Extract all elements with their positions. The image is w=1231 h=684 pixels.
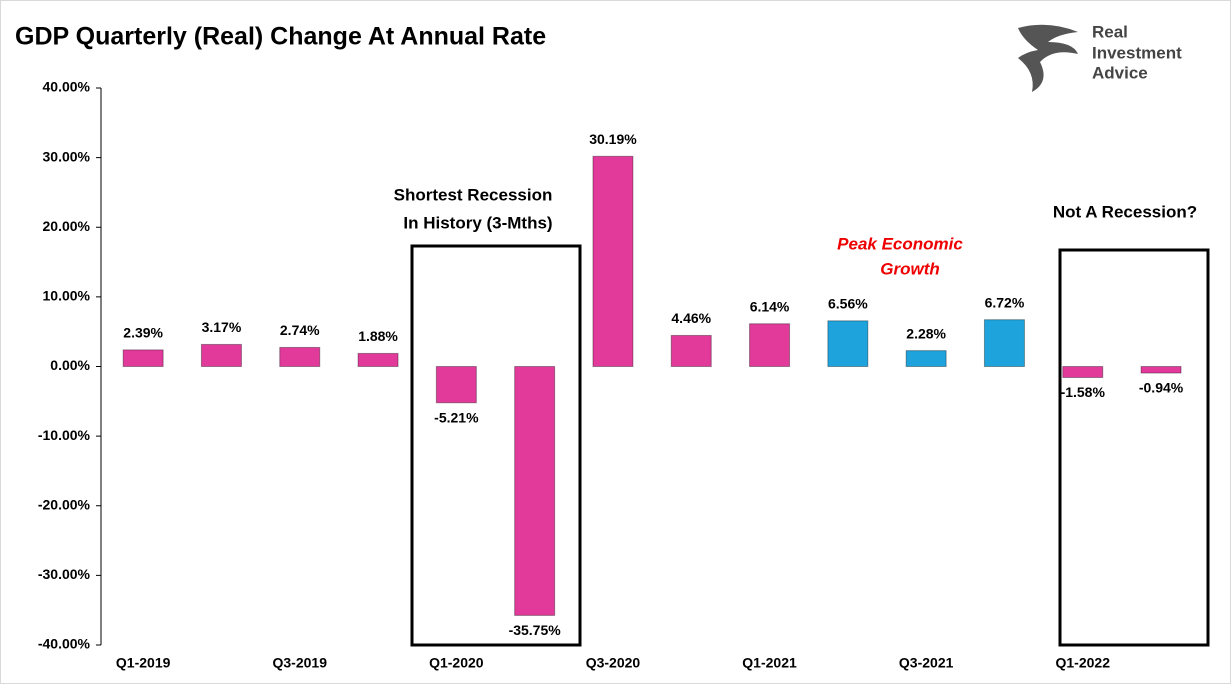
chart-title: GDP Quarterly (Real) Change At Annual Ra… <box>15 23 546 51</box>
bar <box>983 319 1025 368</box>
y-tick-label: -30.00% <box>38 566 91 582</box>
bar <box>1062 366 1104 379</box>
bar <box>827 320 869 367</box>
value-label: 2.74% <box>280 322 320 338</box>
value-label: 2.28% <box>906 325 946 341</box>
logo: Real Investment Advice <box>1018 22 1182 92</box>
value-label: 30.19% <box>589 131 637 147</box>
x-tick-label: Q3-2020 <box>586 655 641 671</box>
logo-icon <box>1018 24 1078 92</box>
x-tick-label: Q3-2021 <box>899 655 954 671</box>
bar <box>749 323 791 367</box>
x-tick-label: Q3-2019 <box>273 655 328 671</box>
bar <box>514 366 556 616</box>
annotation: Growth <box>880 259 940 278</box>
bar <box>905 350 947 367</box>
y-tick-label: -40.00% <box>38 636 91 652</box>
value-label: 4.46% <box>671 310 711 326</box>
x-tick-label: Q1-2021 <box>742 655 797 671</box>
value-label: 6.56% <box>828 296 868 312</box>
y-tick-label: 40.00% <box>43 79 91 95</box>
annotation-box <box>410 244 582 647</box>
x-tick-label: Q1-2022 <box>1056 655 1111 671</box>
bar <box>200 343 242 367</box>
y-tick-label: 30.00% <box>43 148 91 164</box>
value-label: -0.94% <box>1139 380 1184 396</box>
annotation: Not A Recession? <box>1053 202 1197 221</box>
logo-text: Investment <box>1092 43 1182 62</box>
value-label: 3.17% <box>202 319 242 335</box>
annotation: Shortest Recession <box>394 185 553 204</box>
value-label: 6.14% <box>750 298 790 314</box>
value-label: -35.75% <box>509 622 562 638</box>
annotation: In History (3-Mths) <box>403 213 552 232</box>
y-tick-label: 0.00% <box>50 357 90 373</box>
annotation-box <box>1058 248 1210 647</box>
bar <box>592 155 634 367</box>
y-tick-label: 10.00% <box>43 288 91 304</box>
y-tick-label: -20.00% <box>38 496 91 512</box>
bar <box>1140 366 1182 374</box>
bar <box>435 366 477 404</box>
y-tick-label: 20.00% <box>43 218 91 234</box>
y-tick-label: -10.00% <box>38 427 91 443</box>
x-tick-label: Q1-2019 <box>116 655 171 671</box>
value-label: -5.21% <box>434 409 479 425</box>
value-label: -1.58% <box>1061 384 1106 400</box>
value-label: 6.72% <box>985 294 1025 310</box>
bar <box>357 352 399 367</box>
value-label: 2.39% <box>123 325 163 341</box>
annotation: Peak Economic <box>837 234 963 253</box>
bar <box>670 334 712 367</box>
logo-text: Advice <box>1092 63 1148 82</box>
logo-text: Real <box>1092 22 1128 41</box>
bar <box>279 346 321 368</box>
bar <box>122 349 164 367</box>
value-label: 1.88% <box>358 328 398 344</box>
x-tick-label: Q1-2020 <box>429 655 484 671</box>
